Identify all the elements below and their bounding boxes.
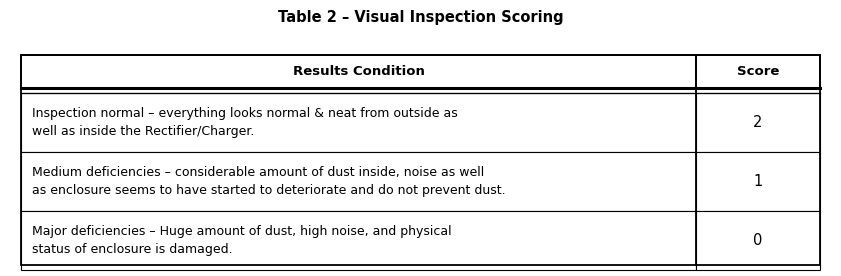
Text: Table 2 – Visual Inspection Scoring: Table 2 – Visual Inspection Scoring (278, 10, 563, 25)
Bar (21, 55, 820, 265)
Bar (696, 93, 820, 152)
Text: Major deficiencies – Huge amount of dust, high noise, and physical
status of enc: Major deficiencies – Huge amount of dust… (32, 225, 452, 256)
Bar (21, 211, 696, 270)
Text: 0: 0 (754, 233, 763, 248)
Bar (21, 152, 696, 211)
Text: 1: 1 (754, 174, 763, 189)
Bar (696, 152, 820, 211)
Text: Medium deficiencies – considerable amount of dust inside, noise as well
as enclo: Medium deficiencies – considerable amoun… (32, 166, 505, 197)
Text: Score: Score (737, 65, 780, 78)
Bar (21, 55, 696, 88)
Bar (21, 93, 696, 152)
Text: Inspection normal – everything looks normal & neat from outside as
well as insid: Inspection normal – everything looks nor… (32, 107, 458, 138)
Bar (696, 55, 820, 88)
Text: Results Condition: Results Condition (293, 65, 425, 78)
Bar (696, 211, 820, 270)
Text: 2: 2 (754, 115, 763, 130)
